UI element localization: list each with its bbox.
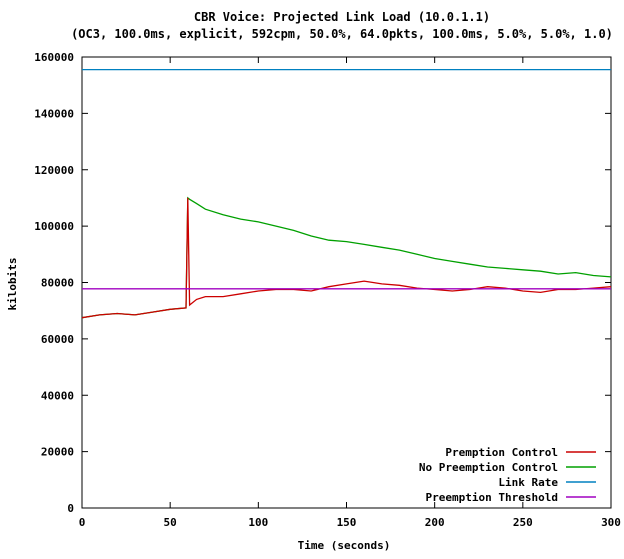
series-line-1 (81, 196, 612, 319)
y-tick-label: 120000 (34, 164, 74, 177)
x-tick-label: 300 (601, 516, 621, 529)
x-tick-label: 50 (164, 516, 177, 529)
x-tick-label: 250 (513, 516, 533, 529)
y-tick-label: 20000 (41, 446, 74, 459)
y-axis-label: kilobits (6, 258, 19, 311)
chart-title: CBR Voice: Projected Link Load (10.0.1.1… (194, 10, 490, 24)
x-tick-label: 0 (79, 516, 86, 529)
y-tick-label: 140000 (34, 107, 74, 120)
legend-label: Premption Control (445, 446, 558, 459)
legend-label: Preemption Threshold (426, 491, 558, 504)
y-tick-label: 160000 (34, 51, 74, 64)
y-tick-label: 80000 (41, 277, 74, 290)
legend-label: Link Rate (498, 476, 558, 489)
y-tick-label: 60000 (41, 333, 74, 346)
y-tick-label: 40000 (41, 389, 74, 402)
legend: Premption Control No Preemption Control Li… (419, 446, 596, 504)
legend-label: No Preemption Control (419, 461, 558, 474)
x-tick-label: 200 (425, 516, 445, 529)
y-tick-label: 0 (67, 502, 74, 515)
series-line-0 (81, 197, 612, 319)
plot-frame (81, 56, 612, 509)
chart-subtitle: (OC3, 100.0ms, explicit, 592cpm, 50.0%, … (71, 27, 613, 41)
y-tick-label: 100000 (34, 220, 74, 233)
x-axis-label: Time (seconds) (298, 539, 391, 552)
plot-area: 0 20000 40000 60000 80000 100000 120000 140000 1… (34, 51, 621, 529)
x-tick-label: 100 (248, 516, 268, 529)
x-tick-label: 150 (337, 516, 357, 529)
